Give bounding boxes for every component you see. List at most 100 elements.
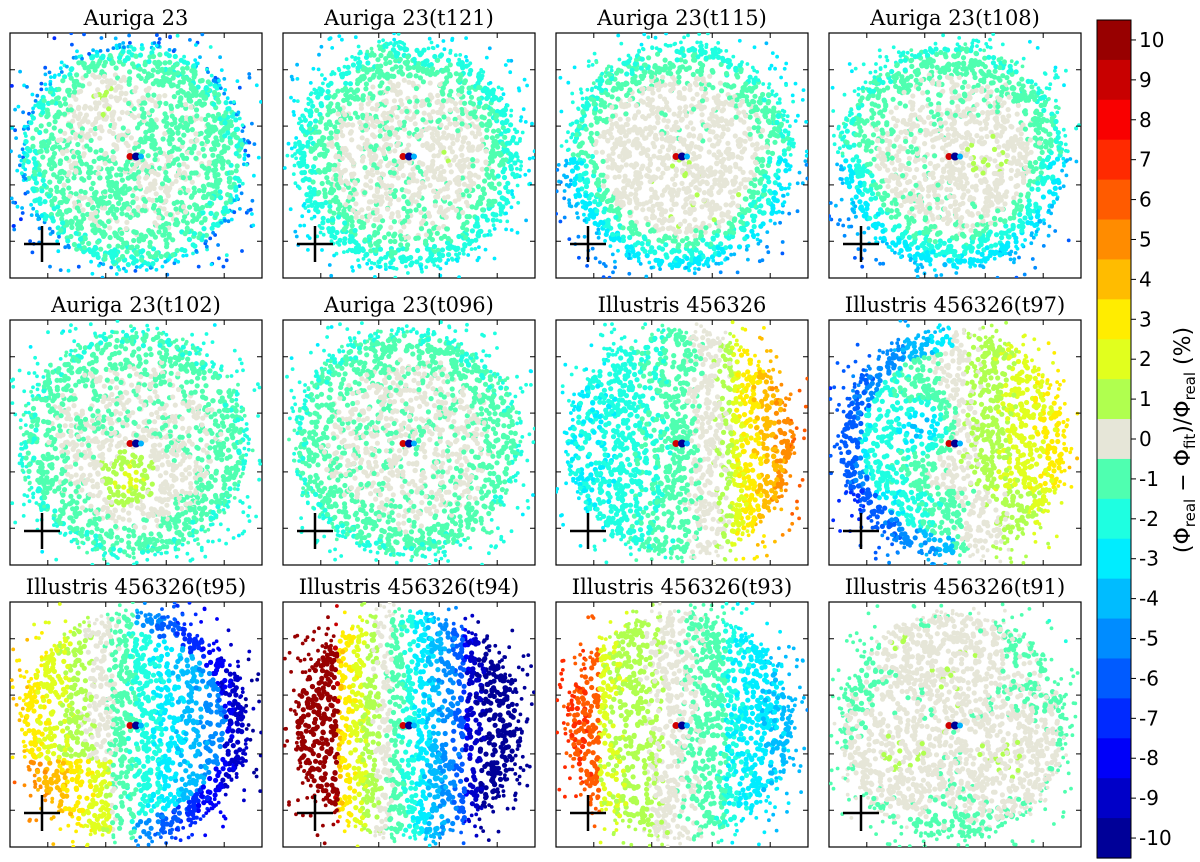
data-point: [371, 223, 377, 229]
data-point: [658, 267, 662, 271]
data-point: [484, 127, 490, 133]
data-point: [76, 243, 82, 249]
data-point: [477, 229, 483, 235]
data-point: [373, 275, 377, 278]
data-point: [495, 173, 501, 179]
data-point: [387, 197, 394, 203]
data-point: [98, 49, 103, 53]
data-point: [312, 145, 318, 151]
data-point: [359, 214, 365, 220]
data-point: [81, 245, 87, 251]
data-point: [313, 118, 319, 124]
data-point: [502, 134, 508, 140]
data-point: [99, 69, 105, 75]
data-point: [234, 143, 240, 149]
data-point: [558, 75, 563, 80]
data-point: [436, 225, 442, 231]
data-point: [672, 77, 678, 83]
data-point: [180, 218, 187, 224]
data-point: [128, 135, 134, 141]
data-point: [343, 202, 349, 208]
data-point: [214, 158, 220, 164]
data-point: [342, 167, 348, 173]
data-point: [366, 213, 372, 219]
data-point: [118, 90, 124, 96]
data-point: [418, 209, 424, 216]
data-point: [218, 55, 223, 60]
data-point: [40, 213, 44, 218]
data-point: [436, 251, 442, 257]
data-point: [57, 234, 61, 239]
data-point: [752, 45, 757, 50]
data-point: [148, 117, 154, 123]
data-point: [335, 111, 341, 117]
data-point: [293, 229, 298, 234]
data-point: [459, 121, 465, 127]
data-point: [782, 109, 787, 114]
data-point: [127, 41, 132, 45]
data-point: [737, 38, 742, 43]
data-point: [220, 165, 226, 171]
data-point: [516, 200, 521, 205]
data-point: [592, 51, 597, 56]
data-point: [712, 181, 718, 187]
data-point: [491, 128, 497, 134]
data-point: [767, 133, 773, 139]
data-point: [227, 197, 233, 203]
data-point: [90, 204, 96, 210]
data-point: [119, 230, 125, 236]
data-point: [365, 101, 371, 107]
data-point: [350, 62, 356, 68]
data-point: [333, 135, 339, 141]
data-point: [620, 157, 626, 163]
data-point: [467, 71, 473, 77]
data-point: [626, 53, 631, 58]
data-point: [570, 91, 575, 96]
data-point: [222, 91, 227, 96]
data-point: [145, 250, 151, 256]
data-point: [183, 105, 189, 111]
data-point: [51, 125, 57, 131]
data-point: [407, 73, 413, 79]
data-point: [766, 179, 772, 185]
data-point: [162, 93, 168, 99]
data-point: [150, 67, 156, 73]
data-point: [719, 261, 724, 265]
data-point: [430, 145, 436, 151]
data-point: [74, 56, 78, 60]
data-point: [251, 223, 256, 228]
data-point: [306, 177, 312, 183]
data-point: [438, 106, 444, 112]
data-point: [383, 141, 389, 148]
data-point: [334, 128, 341, 135]
data-point: [336, 214, 342, 220]
data-point: [37, 171, 43, 177]
data-point: [628, 228, 635, 234]
data-point: [82, 103, 88, 109]
data-point: [59, 175, 65, 181]
center-ring: [138, 153, 144, 160]
data-point: [227, 138, 233, 144]
data-point: [657, 93, 663, 99]
data-point: [339, 74, 345, 80]
data-point: [302, 117, 308, 123]
data-point: [568, 161, 572, 166]
data-point: [608, 203, 614, 209]
data-point: [741, 177, 747, 183]
data-point: [700, 254, 706, 260]
data-point: [23, 139, 29, 145]
data-point: [107, 225, 113, 231]
panel: Auriga 23: [9, 6, 263, 279]
data-point: [107, 193, 113, 200]
data-point: [793, 119, 798, 123]
data-point: [90, 180, 96, 186]
data-point: [716, 123, 722, 129]
data-point: [350, 55, 354, 59]
data-point: [490, 211, 496, 217]
data-point: [351, 268, 355, 273]
data-point: [97, 263, 101, 268]
data-point: [388, 265, 392, 270]
data-point: [80, 56, 84, 61]
data-point: [512, 160, 518, 166]
data-point: [423, 232, 429, 238]
